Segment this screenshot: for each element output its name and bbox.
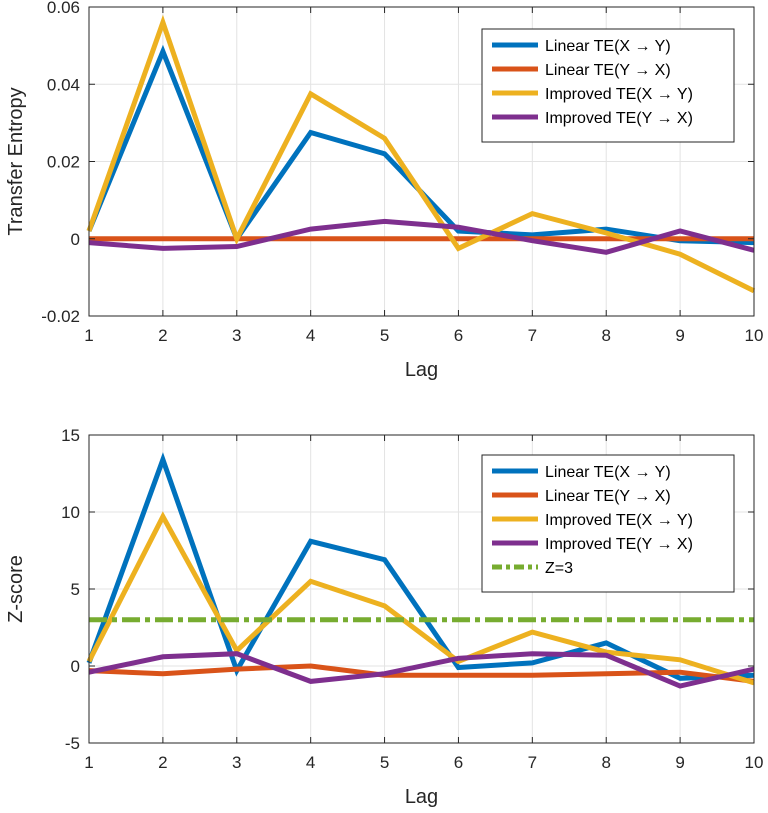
- x-tick-label: 7: [528, 326, 537, 345]
- legend-label-4: Improved TE(Y → X): [545, 536, 693, 553]
- x-tick-label: 3: [232, 753, 241, 772]
- series-line-4: [88, 651, 755, 689]
- y-tick-label: 0: [71, 657, 80, 676]
- x-tick-label: 8: [601, 326, 610, 345]
- y-tick-label: 0.04: [47, 75, 80, 94]
- chart-panel-2: 1 2 3 4 5 6 7 8 9 10 -5 0 5 10 15 Lag Z-score Linear TE(X…: [5, 426, 763, 808]
- x-tick-label: 3: [232, 326, 241, 345]
- y-axis-label: Z-score: [5, 555, 27, 623]
- x-tick-label: 7: [528, 753, 537, 772]
- legend-label-1: Linear TE(X → Y): [545, 464, 671, 481]
- x-tick-label: 10: [745, 326, 764, 345]
- y-tick-label: 15: [61, 426, 80, 445]
- x-tick-label: 1: [84, 326, 93, 345]
- y-tick-label: -5: [65, 734, 80, 753]
- x-tick-label: 8: [601, 753, 610, 772]
- chart-panel-1: 1 2 3 4 5 6 7 8 9 10 -0.02 0 0.02 0.04 0.06 Lag Transfer…: [5, 0, 763, 381]
- x-tick-label: 2: [158, 326, 167, 345]
- y-tick-label: 0.06: [47, 0, 80, 17]
- x-tick-label: 5: [380, 753, 389, 772]
- x-tick-label: 10: [745, 753, 764, 772]
- x-tick-label: 4: [306, 326, 315, 345]
- x-tick-label: 9: [675, 753, 684, 772]
- legend-label-2: Linear TE(Y → X): [545, 62, 671, 79]
- legend-label-1: Linear TE(X → Y): [545, 38, 671, 55]
- series-line-4: [88, 218, 755, 255]
- x-tick-label: 2: [158, 753, 167, 772]
- x-tick-label: 9: [675, 326, 684, 345]
- legend-label-4: Improved TE(Y → X): [545, 110, 693, 127]
- y-tick-label: 5: [71, 580, 80, 599]
- y-tick-label: 0: [71, 230, 80, 249]
- legend-label-5: Z=3: [545, 560, 573, 577]
- series-line-1: [86, 452, 755, 681]
- y-tick-label: 0.02: [47, 153, 80, 172]
- x-tick-label: 1: [84, 753, 93, 772]
- x-axis-label: Lag: [405, 786, 438, 808]
- legend: Linear TE(X → Y) Linear TE(Y → X) Improved…: [481, 454, 735, 593]
- legend-label-3: Improved TE(X → Y): [545, 86, 693, 103]
- legend-label-2: Linear TE(Y → X): [545, 488, 671, 505]
- legend-box: [481, 28, 735, 143]
- x-tick-label: 5: [380, 326, 389, 345]
- y-tick-label: 10: [61, 503, 80, 522]
- x-tick-label: 6: [454, 326, 463, 345]
- x-axis-label: Lag: [405, 359, 438, 381]
- series-line-3: [86, 511, 755, 686]
- legend: Linear TE(X → Y) Linear TE(Y → X) Improved…: [481, 28, 735, 143]
- y-axis-label: Transfer Entropy: [5, 87, 27, 235]
- x-tick-label: 4: [306, 753, 315, 772]
- x-tick-label: 6: [454, 753, 463, 772]
- legend-label-3: Improved TE(X → Y): [545, 512, 693, 529]
- y-tick-label: -0.02: [41, 307, 80, 326]
